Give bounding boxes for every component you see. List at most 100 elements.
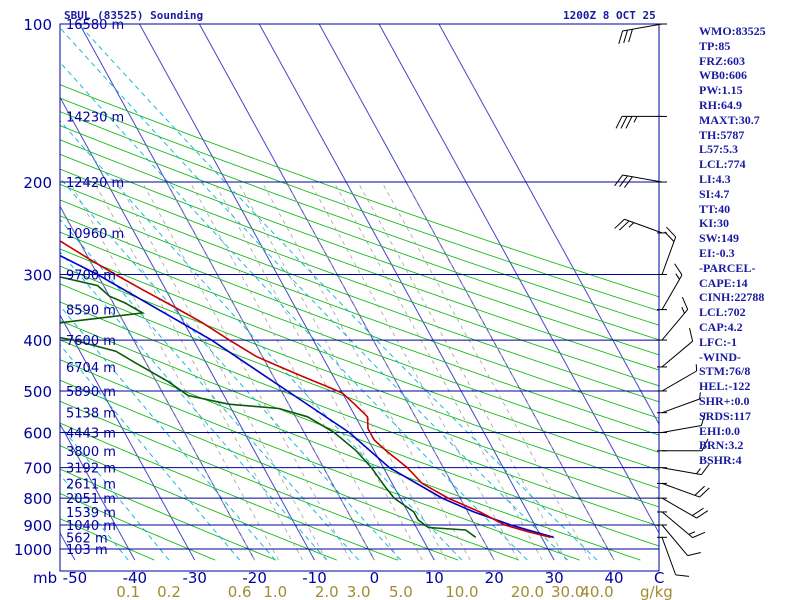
wind-barbs bbox=[614, 23, 710, 577]
wind-barb bbox=[614, 174, 663, 188]
wind-barb-half bbox=[675, 273, 680, 280]
isotherm-line bbox=[0, 24, 15, 560]
moist-adiabat bbox=[309, 181, 519, 561]
index-item: CINH:22788 bbox=[699, 290, 765, 305]
dewpoint-trace bbox=[60, 276, 477, 538]
dry-adiabat bbox=[60, 339, 641, 561]
pressure-label: 100 bbox=[23, 16, 52, 34]
wind-barb-flag bbox=[689, 328, 694, 342]
dry-adiabat bbox=[60, 283, 659, 508]
wind-barb bbox=[662, 438, 709, 452]
height-label: 8590 m bbox=[66, 304, 116, 319]
frame-layer bbox=[59, 23, 660, 572]
wind-barb-flag bbox=[628, 29, 633, 43]
mixing-ratio-label: 10.0 bbox=[445, 583, 478, 600]
temperature-tick-label: 0 bbox=[370, 569, 380, 587]
wind-barb bbox=[661, 497, 709, 519]
height-label: 2051 m bbox=[66, 492, 116, 507]
mixing-ratio-unit-label: g/kg bbox=[640, 583, 673, 600]
wind-barb-flag bbox=[681, 296, 689, 310]
wind-barb-staff bbox=[661, 511, 693, 538]
wind-barb bbox=[615, 115, 662, 129]
pressure-label: 700 bbox=[23, 460, 52, 478]
height-label: 3800 m bbox=[66, 445, 116, 460]
temperature-tick-label: 30 bbox=[545, 569, 564, 587]
wind-barb-flag bbox=[619, 220, 630, 231]
mixing-ratio-label: 0.6 bbox=[228, 583, 252, 600]
index-item: BSHR:4 bbox=[699, 453, 742, 468]
dry-adiabat bbox=[60, 183, 659, 403]
mixing-ratio-line bbox=[60, 305, 276, 561]
index-item: KI:30 bbox=[699, 216, 729, 231]
wind-barb-flag bbox=[623, 29, 629, 44]
mixing-ratio-line bbox=[60, 344, 241, 561]
wind-barb-flag bbox=[700, 412, 706, 426]
wind-barb-flag bbox=[624, 176, 633, 188]
height-label: 10960 m bbox=[66, 227, 124, 242]
dry-adiabat bbox=[60, 97, 659, 312]
profile-layer bbox=[60, 240, 554, 539]
pressure-label: 200 bbox=[23, 174, 52, 192]
dry-adiabat bbox=[60, 111, 659, 326]
wind-barb-flag bbox=[696, 510, 709, 519]
temperature-tick-label: -10 bbox=[302, 569, 327, 587]
pressure-unit-label: mb bbox=[33, 569, 57, 587]
index-item: -PARCEL- bbox=[699, 260, 756, 275]
pressure-label: 900 bbox=[23, 517, 52, 535]
index-item: SRDS:117 bbox=[699, 408, 752, 423]
mixing-ratio-label: 30.0 bbox=[551, 583, 584, 600]
dry-adiabat bbox=[60, 215, 659, 436]
wind-barb-half bbox=[628, 222, 635, 228]
index-item: MAXT:30.7 bbox=[699, 112, 760, 127]
dry-adiabat bbox=[60, 359, 580, 561]
temperature-tick-label: -30 bbox=[182, 569, 207, 587]
wind-barb-staff bbox=[661, 425, 702, 433]
dry-adiabat bbox=[60, 320, 659, 547]
height-label: 12420 m bbox=[66, 176, 124, 191]
wind-barb bbox=[661, 463, 710, 476]
wind-barb-flag bbox=[701, 438, 709, 452]
isotherm-line bbox=[378, 24, 659, 535]
wind-barb-flag bbox=[619, 175, 628, 187]
index-item: FRZ:603 bbox=[699, 53, 745, 68]
mixing-ratio-line bbox=[60, 473, 129, 561]
dry-adiabat bbox=[60, 168, 659, 387]
index-item: EI:-0.3 bbox=[699, 245, 735, 260]
wind-barb-staff bbox=[661, 340, 693, 368]
moist-adiabat bbox=[213, 181, 423, 561]
wind-barb-staff bbox=[661, 482, 700, 498]
grid-layer bbox=[0, 24, 659, 561]
wind-barb-flag bbox=[620, 116, 628, 129]
isotherm-line bbox=[139, 24, 435, 561]
temperature-tick-label: -50 bbox=[63, 569, 88, 587]
temperature-tick-label: 40 bbox=[604, 569, 623, 587]
mixing-ratio-line bbox=[78, 24, 598, 561]
index-item: LCL:774 bbox=[699, 157, 746, 172]
wind-barb-flag bbox=[699, 487, 710, 498]
isotherm-line bbox=[258, 24, 555, 561]
wind-barb-half bbox=[695, 364, 698, 372]
index-item: PW:1.15 bbox=[699, 83, 743, 98]
dry-adiabat bbox=[60, 400, 459, 561]
wind-barb-staff bbox=[622, 174, 663, 183]
mixing-ratio-line bbox=[60, 218, 360, 561]
dry-adiabat bbox=[60, 84, 659, 298]
wind-barb-staff bbox=[661, 467, 702, 476]
wind-barb-half bbox=[633, 116, 638, 123]
mixing-ratio-label: 3.0 bbox=[347, 583, 371, 600]
mixing-ratio-line bbox=[60, 119, 463, 561]
index-item: SW:149 bbox=[699, 231, 740, 246]
temperature-unit-label: C bbox=[654, 569, 664, 587]
height-label: 16580 m bbox=[66, 18, 124, 33]
dry-adiabat bbox=[60, 231, 659, 453]
wind-barb bbox=[661, 412, 706, 433]
index-item: L57:5.3 bbox=[699, 142, 738, 157]
height-label: 5138 m bbox=[66, 407, 116, 422]
pressure-label: 500 bbox=[23, 383, 52, 401]
plot-frame bbox=[59, 23, 660, 572]
parcel-trace bbox=[60, 254, 554, 539]
wind-barb bbox=[661, 364, 698, 392]
moist-adiabat bbox=[237, 181, 447, 561]
mixing-ratio-line bbox=[60, 424, 170, 561]
